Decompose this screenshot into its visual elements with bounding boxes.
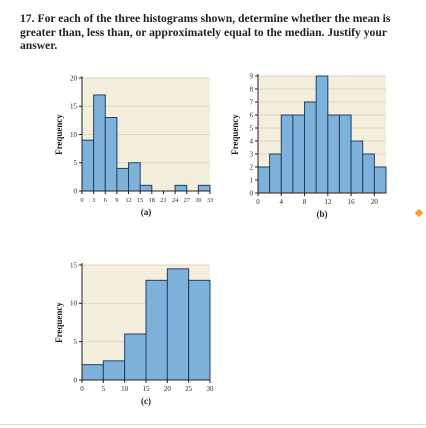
histogram-bar [257,166,271,194]
histogram-bar [269,153,282,194]
x-tick-label: 12 [125,197,131,204]
x-tick-label: 33 [207,197,213,204]
x-tick-label: 24 [172,197,179,204]
histogram-c: 0 5 10 15 0 5 10 15 20 25 30 Frequency (c) [54,261,215,406]
histogram-bar [124,333,147,381]
problem-statement: 17. For each of the three histograms show… [20,12,410,53]
x-tick-label: 18 [149,197,155,204]
y-tick-label: 5 [74,159,78,167]
histogram-bar [166,268,190,381]
histogram-bar [280,114,294,194]
histogram-a: 0 5 10 15 20 0 3 6 9 12 15 18 21 24 27 30 33 Frequency (a) [54,74,213,217]
x-tick-label: 0 [256,198,260,206]
histogram-bar [93,94,106,192]
x-tick-label: 30 [207,385,215,393]
problem-text: For each of the three histograms shown, … [20,12,391,53]
x-tick-label: 21 [160,197,166,204]
panel-label: (b) [317,209,328,219]
histogram-bar [128,162,141,192]
x-tick-label: 8 [303,198,307,206]
histogram-bar [104,117,118,192]
decorative-marker [414,208,424,218]
histogram-bar [304,101,317,194]
x-tick-label: 0 [80,197,83,204]
x-tick-label: 5 [102,385,106,393]
histogram-bar [139,184,153,192]
x-tick-label: 27 [184,197,190,204]
y-tick-label: 1 [250,176,254,184]
y-tick-label: 15 [70,261,78,269]
histogram-bar [145,279,168,381]
histogram-bar [292,114,306,194]
x-tick-label: 12 [324,198,332,206]
y-tick-label: 0 [250,189,254,197]
panel-label: (a) [141,207,152,217]
y-tick-label: 10 [70,300,78,308]
y-tick-label: 8 [250,85,254,93]
x-tick-label: 30 [195,197,201,204]
y-tick-label: 15 [70,103,78,111]
histogram-bar [188,279,211,381]
y-tick-label: 9 [250,72,254,80]
x-tick-label: 0 [80,385,84,393]
histogram-bar [81,139,95,192]
histogram-bar [102,360,126,381]
histogram-bar [81,364,104,381]
y-tick-label: 4 [250,137,254,145]
histogram-bar [174,184,188,192]
y-tick-label: 20 [70,74,78,82]
y-tick-label: 5 [250,124,254,132]
page-divider [0,424,426,425]
x-tick-label: 16 [348,198,356,206]
histogram-bar [327,114,340,194]
x-tick-label: 15 [143,385,151,393]
y-axis-label: Frequency [54,302,64,343]
y-tick-label: 6 [250,111,254,119]
panel-label: (c) [141,396,151,406]
histogram-bar [116,167,130,192]
y-tick-label: 5 [74,338,78,346]
problem-number: 17. [20,12,35,25]
histogram-bar [197,184,211,192]
histogram-bar [338,114,352,194]
x-tick-label: 20 [164,385,172,393]
y-tick-label: 2 [250,163,254,171]
x-tick-label: 20 [371,198,379,206]
y-tick-label: 10 [70,131,78,139]
y-tick-label: 0 [74,187,78,195]
y-tick-label: 0 [74,376,78,384]
histogram-bar [373,166,387,194]
x-tick-label: 6 [104,197,107,204]
x-tick-label: 15 [137,197,143,204]
y-tick-label: 3 [250,150,254,158]
y-axis-label: Frequency [230,114,240,155]
x-tick-label: 3 [92,197,95,204]
x-tick-label: 4 [280,198,284,206]
y-tick-label: 7 [250,98,254,106]
histogram-bar [315,75,329,194]
histogram-bar [350,140,364,194]
x-tick-label: 25 [185,385,193,393]
x-tick-label: 10 [121,385,128,393]
x-tick-label: 9 [115,197,118,204]
y-axis-label: Frequency [54,114,64,155]
histogram-bar [362,153,375,194]
